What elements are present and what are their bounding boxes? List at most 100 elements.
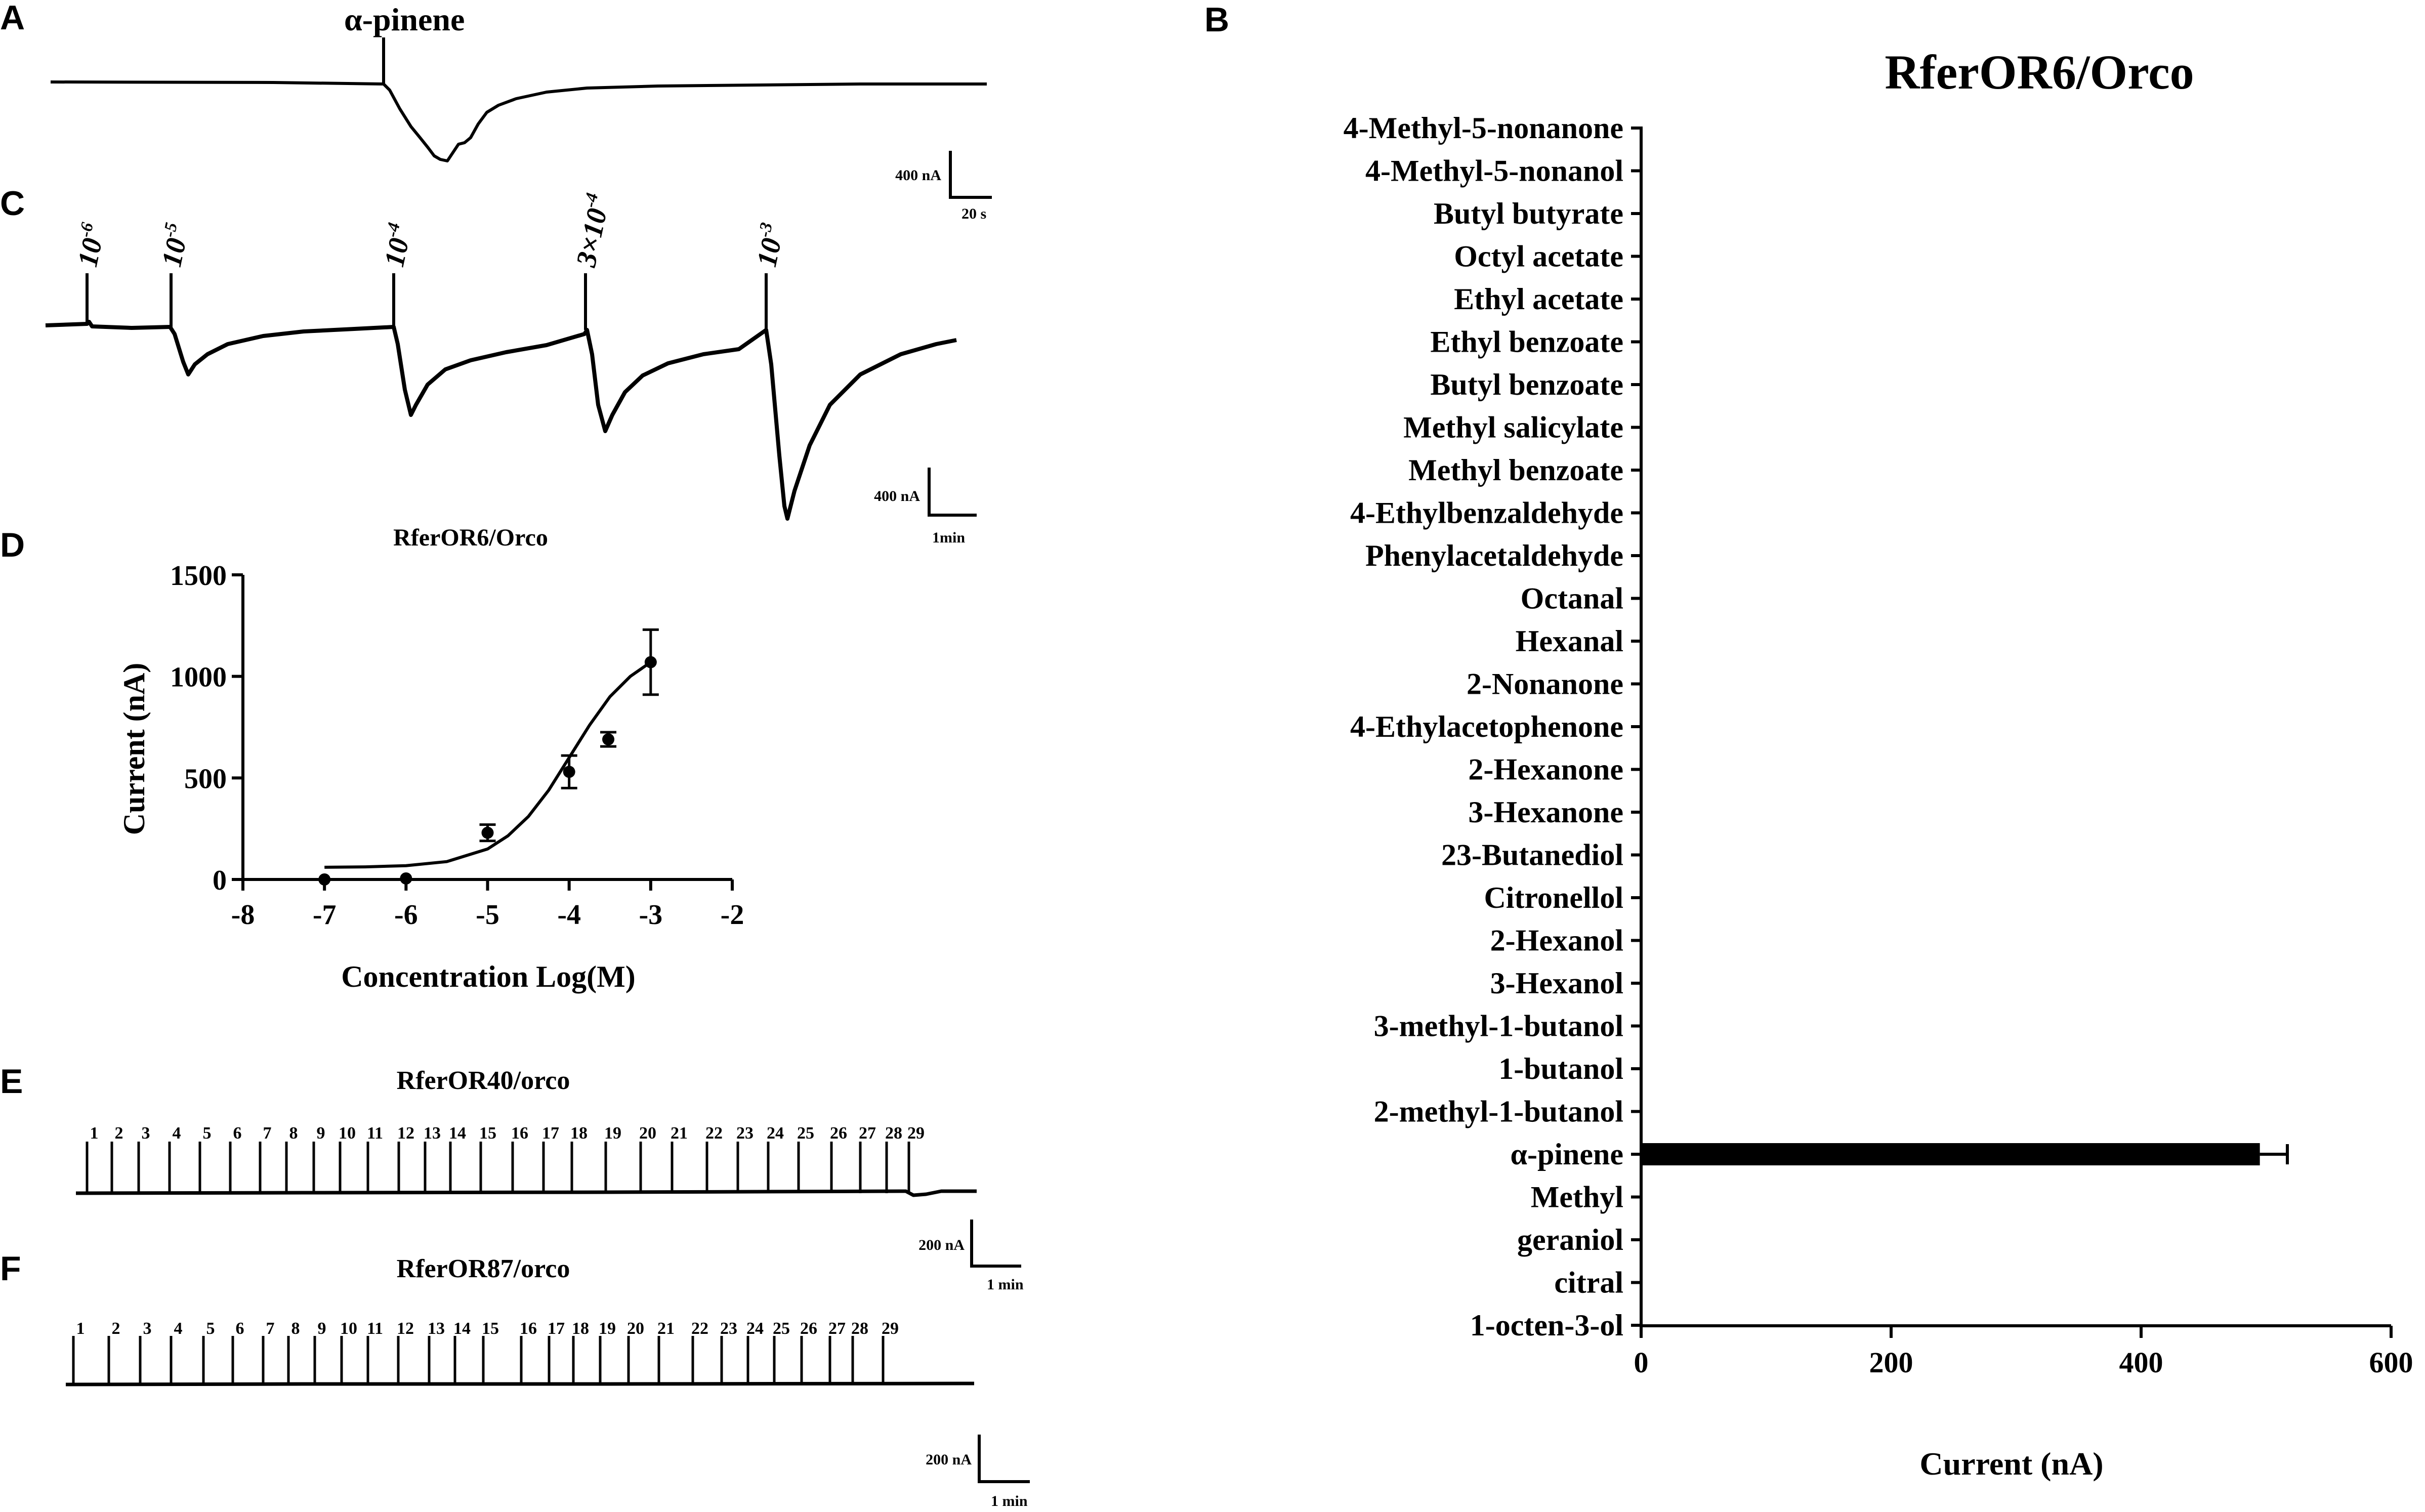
b-category-label-12: Octanal bbox=[1521, 582, 1623, 615]
b-x-tick-label-2: 200 bbox=[1869, 1346, 1913, 1379]
e-stim-label-15: 15 bbox=[479, 1124, 496, 1143]
panel-b-bars bbox=[1641, 1143, 2289, 1165]
panel-a-trace bbox=[50, 80, 987, 162]
f-stim-label-18: 18 bbox=[572, 1319, 589, 1338]
f-stim-label-20: 20 bbox=[627, 1319, 644, 1338]
d-point-4 bbox=[563, 766, 575, 778]
e-stim-label-20: 20 bbox=[639, 1124, 656, 1143]
panel-a-scale-bar: 400 nA 20 s bbox=[895, 151, 992, 222]
e-stim-label-19: 19 bbox=[604, 1124, 621, 1143]
panel-e-scale-current: 200 nA bbox=[918, 1237, 965, 1253]
panel-b-category-labels: 4-Methyl-5-nonanone 4-Methyl-5-nonanol But… bbox=[1344, 111, 1623, 1342]
b-x-tick-label-4: 600 bbox=[2369, 1346, 2413, 1379]
f-stim-label-28: 28 bbox=[851, 1319, 868, 1338]
b-category-label-26: Methyl bbox=[1531, 1181, 1623, 1214]
d-x-tick-label-7: -2 bbox=[721, 899, 744, 931]
b-category-label-13: Hexanal bbox=[1516, 624, 1623, 658]
d-x-tick-label-4: -5 bbox=[476, 899, 499, 931]
panel-a-letter: A bbox=[0, 0, 25, 37]
d-fit-line bbox=[324, 661, 652, 869]
panel-e-stimulus-markers: 1 2 3 4 5 6 7 8 9 10 11 12 13 14 15 16 17 18 19 20 21 22 23 24 2… bbox=[86, 1124, 925, 1193]
panel-b-title: RferOR6/Orco bbox=[1885, 45, 2194, 99]
e-stim-label-25: 25 bbox=[797, 1124, 814, 1143]
f-stim-label-25: 25 bbox=[773, 1319, 790, 1338]
d-x-tick-label-5: -4 bbox=[557, 899, 581, 931]
f-stim-label-7: 7 bbox=[266, 1319, 275, 1338]
panel-d-title: RferOR6/Orco bbox=[393, 524, 548, 551]
panel-f-stimulus-markers: 1 2 3 4 5 6 7 8 9 10 11 12 13 14 15 16 17 18 19 20 21 22 23 24 2… bbox=[72, 1319, 899, 1384]
e-stim-label-26: 26 bbox=[830, 1124, 847, 1143]
d-point-6 bbox=[644, 656, 657, 668]
e-stim-label-12: 12 bbox=[397, 1124, 414, 1143]
b-x-tick-label-3: 400 bbox=[2119, 1346, 2163, 1379]
b-category-label-3: Butyl butyrate bbox=[1434, 197, 1623, 230]
d-y-tick-label-3: 1000 bbox=[170, 662, 227, 693]
panel-e-scale-bar: 200 nA 1 min bbox=[918, 1220, 1024, 1293]
panel-c-scale-current: 400 nA bbox=[874, 488, 920, 505]
panel-e-scale-time: 1 min bbox=[987, 1276, 1024, 1293]
panel-c-dose-labels: 10-6 10-5 10-4 3×10-4 10-3 bbox=[72, 191, 790, 270]
b-category-label-10: 4-Ethylbenzaldehyde bbox=[1350, 496, 1623, 530]
e-stim-label-11: 11 bbox=[367, 1124, 383, 1143]
f-stim-label-17: 17 bbox=[548, 1319, 565, 1338]
b-category-label-5: Ethyl acetate bbox=[1454, 282, 1623, 316]
b-category-label-22: 3-methyl-1-butanol bbox=[1374, 1010, 1623, 1043]
f-stim-label-19: 19 bbox=[599, 1319, 616, 1338]
panel-e-trace bbox=[75, 1189, 977, 1197]
f-stim-label-27: 27 bbox=[828, 1319, 846, 1338]
b-category-label-17: 3-Hexanone bbox=[1468, 795, 1623, 829]
panel-d-letter: D bbox=[0, 526, 25, 564]
d-x-tick-label-2: -7 bbox=[313, 899, 337, 931]
panel-f-scale-time: 1 min bbox=[991, 1493, 1028, 1509]
e-stim-label-29: 29 bbox=[907, 1124, 925, 1143]
f-stim-label-22: 22 bbox=[691, 1319, 708, 1338]
b-category-label-23: 1-butanol bbox=[1498, 1052, 1623, 1085]
panel-c-scale-time: 1min bbox=[932, 529, 965, 546]
b-category-label-24: 2-methyl-1-butanol bbox=[1374, 1095, 1623, 1128]
b-category-label-29: 1-octen-3-ol bbox=[1470, 1309, 1623, 1342]
d-point-1 bbox=[318, 873, 331, 886]
panel-b-axes: 0 200 400 600 bbox=[1631, 127, 2413, 1379]
b-category-label-18: 23-Butanediol bbox=[1441, 838, 1623, 872]
b-category-label-28: citral bbox=[1554, 1266, 1623, 1299]
e-stim-label-14: 14 bbox=[449, 1124, 466, 1143]
d-point-5 bbox=[602, 733, 615, 746]
c-dose-label-2: 10-5 bbox=[154, 221, 195, 269]
panel-a-scale-current: 400 nA bbox=[895, 167, 941, 184]
d-y-tick-label-1: 0 bbox=[213, 865, 227, 896]
panel-a-stimulus-label: α-pinene bbox=[344, 2, 465, 37]
e-stim-label-4: 4 bbox=[173, 1124, 181, 1143]
e-stim-label-6: 6 bbox=[233, 1124, 242, 1143]
f-stim-label-29: 29 bbox=[882, 1319, 899, 1338]
panel-f-scale-current: 200 nA bbox=[926, 1451, 972, 1468]
f-stim-label-1: 1 bbox=[76, 1319, 85, 1338]
e-stim-label-9: 9 bbox=[317, 1124, 325, 1143]
b-category-label-21: 3-Hexanol bbox=[1490, 967, 1623, 1000]
b-category-label-15: 4-Ethylacetophenone bbox=[1350, 710, 1623, 743]
e-stim-label-5: 5 bbox=[203, 1124, 212, 1143]
f-stim-label-11: 11 bbox=[367, 1319, 383, 1338]
panel-f-scale-bar: 200 nA 1 min bbox=[926, 1435, 1030, 1509]
f-stim-label-9: 9 bbox=[318, 1319, 326, 1338]
f-stim-label-23: 23 bbox=[720, 1319, 737, 1338]
e-stim-label-7: 7 bbox=[263, 1124, 272, 1143]
b-category-label-9: Methyl benzoate bbox=[1408, 453, 1623, 487]
panel-c-dose-markers bbox=[86, 273, 768, 330]
d-y-tick-label-4: 1500 bbox=[170, 560, 227, 592]
panel-d-axes: 0 500 1000 1500 -8 -7 -6 -5 -4 -3 -2 bbox=[170, 560, 744, 931]
d-x-tick-label-6: -3 bbox=[639, 899, 663, 931]
f-stim-label-26: 26 bbox=[800, 1319, 817, 1338]
panel-d-data-points bbox=[318, 628, 659, 886]
e-stim-label-28: 28 bbox=[885, 1124, 902, 1143]
e-stim-label-18: 18 bbox=[570, 1124, 588, 1143]
f-stim-label-5: 5 bbox=[206, 1319, 215, 1338]
e-stim-label-3: 3 bbox=[142, 1124, 150, 1143]
panel-d-y-axis-label: Current (nA) bbox=[117, 663, 151, 835]
e-stim-label-10: 10 bbox=[339, 1124, 356, 1143]
panel-e-letter: E bbox=[0, 1062, 23, 1101]
f-stim-label-14: 14 bbox=[453, 1319, 471, 1338]
e-stim-label-22: 22 bbox=[705, 1124, 723, 1143]
c-dose-label-5: 10-3 bbox=[749, 221, 790, 269]
b-category-label-8: Methyl salicylate bbox=[1403, 411, 1623, 444]
e-stim-label-17: 17 bbox=[542, 1124, 559, 1143]
